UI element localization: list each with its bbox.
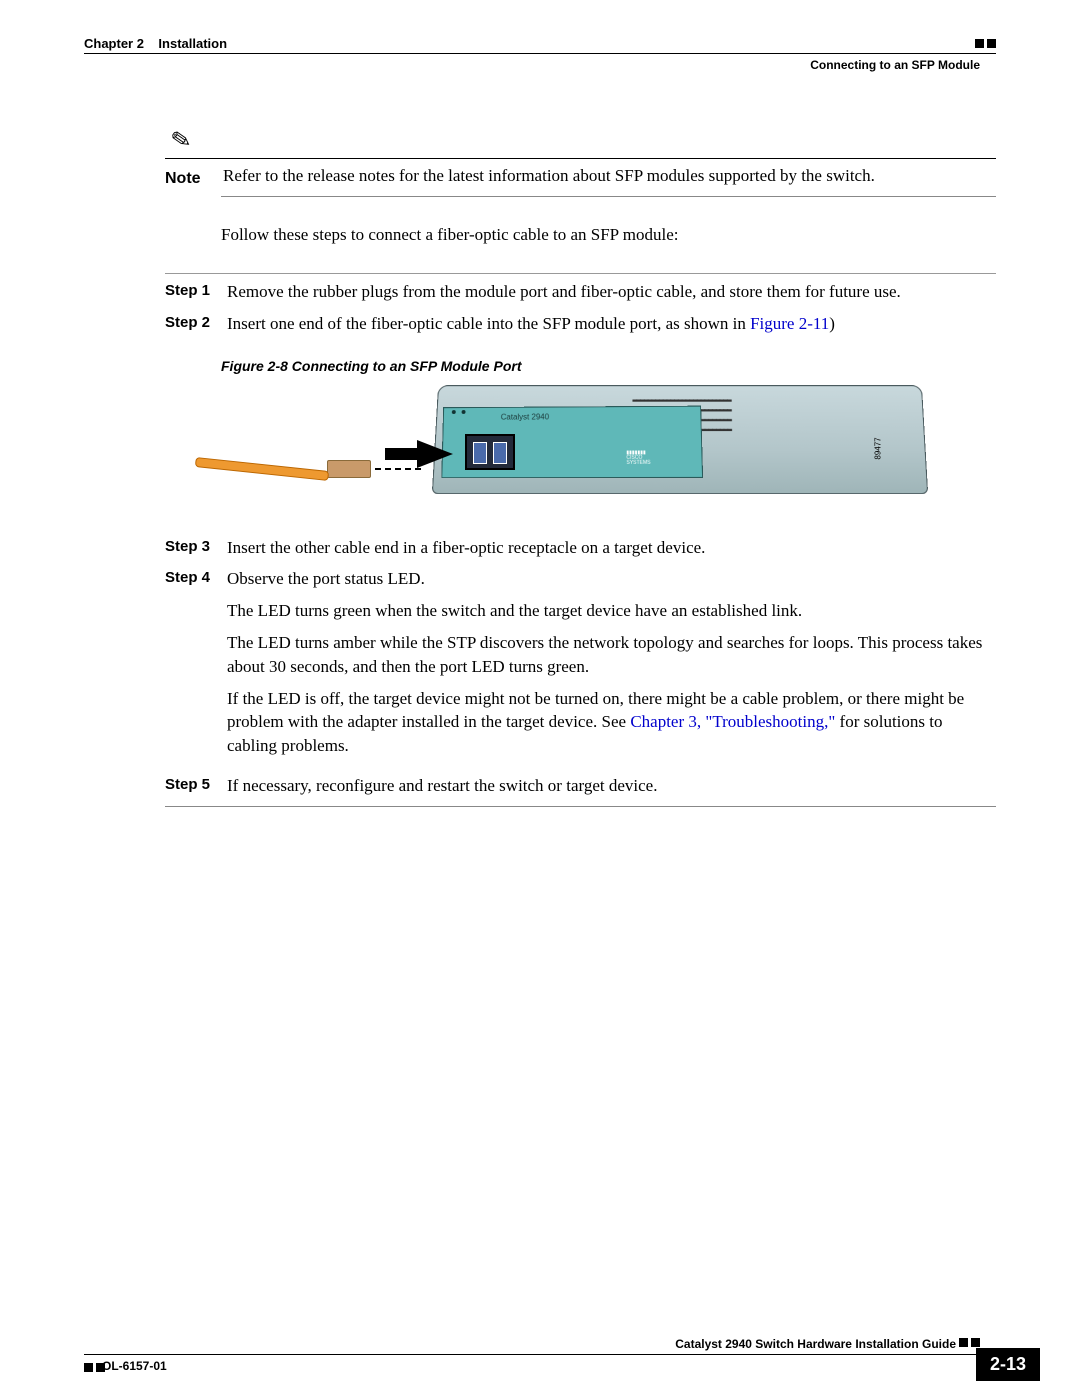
fiber-cable	[195, 457, 329, 481]
square-icon	[987, 39, 996, 48]
square-icon	[959, 1338, 968, 1347]
step-4-p3: The LED turns amber while the STP discov…	[227, 631, 996, 679]
step-2-text: Insert one end of the fiber-optic cable …	[227, 312, 996, 336]
fiber-plug	[327, 460, 371, 478]
step-3: Step 3 Insert the other cable end in a f…	[165, 536, 996, 560]
figure-caption: Figure 2-8 Connecting to an SFP Module P…	[221, 358, 996, 374]
step-1: Step 1 Remove the rubber plugs from the …	[165, 273, 996, 304]
step-4: Step 4 Observe the port status LED. The …	[165, 567, 996, 766]
troubleshooting-link[interactable]: Chapter 3, "Troubleshooting,"	[630, 712, 835, 731]
step-4-p4: If the LED is off, the target device mig…	[227, 687, 996, 758]
step-4-p1: Observe the port status LED.	[227, 567, 996, 591]
step-3-label: Step 3	[165, 536, 213, 560]
step-5-text: If necessary, reconfigure and restart th…	[227, 774, 996, 798]
step-2-label: Step 2	[165, 312, 213, 336]
square-icon	[971, 1338, 980, 1347]
footer-doc-number: OL-6157-01	[102, 1359, 167, 1373]
step-4-p2: The LED turns green when the switch and …	[227, 599, 996, 623]
figure-link[interactable]: Figure 2-11	[750, 314, 829, 333]
step-5: Step 5 If necessary, reconfigure and res…	[165, 774, 996, 798]
note-pencil-icon: ✎	[169, 124, 194, 156]
step-2-text-a: Insert one end of the fiber-optic cable …	[227, 314, 750, 333]
cisco-logo: ▮▮▮▮▮▮▮CISCO SYSTEMS	[626, 450, 661, 464]
note-rule	[221, 196, 996, 197]
page-number: 2-13	[976, 1348, 1040, 1381]
intro-text: Follow these steps to connect a fiber-op…	[221, 225, 996, 245]
chapter-number: Chapter 2	[84, 36, 144, 51]
insert-arrow-icon	[417, 440, 453, 468]
chapter-title: Chapter 2 Installation	[84, 36, 227, 51]
page-content: ✎ Note Refer to the release notes for th…	[165, 130, 996, 807]
step-2-text-b: )	[829, 314, 835, 333]
note-block: Note Refer to the release notes for the …	[165, 158, 996, 188]
page-footer	[84, 1354, 994, 1359]
footer-guide-title: Catalyst 2940 Switch Hardware Installati…	[675, 1337, 956, 1351]
port-slot-2	[493, 442, 507, 464]
insert-dashed-line	[375, 468, 421, 470]
image-number: 89477	[873, 437, 882, 459]
step-4-label: Step 4	[165, 567, 213, 766]
steps-end-rule	[165, 806, 996, 807]
page-header: Chapter 2 Installation	[84, 36, 996, 54]
chapter-name: Installation	[158, 36, 227, 51]
footer-decoration-squares	[959, 1338, 980, 1347]
step-3-text: Insert the other cable end in a fiber-op…	[227, 536, 996, 560]
figure-2-8: ▬▬▬▬▬▬▬▬▬▬▬▬▬▬▬▬▬▬▬▬▬▬▬▬▬▬▬▬▬▬▬▬▬▬▬▬▬▬▬▬…	[285, 384, 865, 514]
sfp-port	[465, 434, 515, 470]
step-1-label: Step 1	[165, 280, 213, 304]
port-slot-1	[473, 442, 487, 464]
section-title: Connecting to an SFP Module	[810, 58, 980, 72]
square-icon	[84, 1363, 93, 1372]
header-decoration-squares	[975, 39, 996, 48]
step-1-text: Remove the rubber plugs from the module …	[227, 280, 996, 304]
note-text: Refer to the release notes for the lates…	[223, 165, 875, 188]
note-label: Note	[165, 170, 207, 188]
square-icon	[975, 39, 984, 48]
step-5-label: Step 5	[165, 774, 213, 798]
step-4-text: Observe the port status LED. The LED tur…	[227, 567, 996, 766]
insert-arrow-shaft	[385, 448, 421, 460]
step-2: Step 2 Insert one end of the fiber-optic…	[165, 312, 996, 336]
panel-leds	[452, 410, 466, 414]
device-model-label: Catalyst 2940	[501, 412, 549, 421]
